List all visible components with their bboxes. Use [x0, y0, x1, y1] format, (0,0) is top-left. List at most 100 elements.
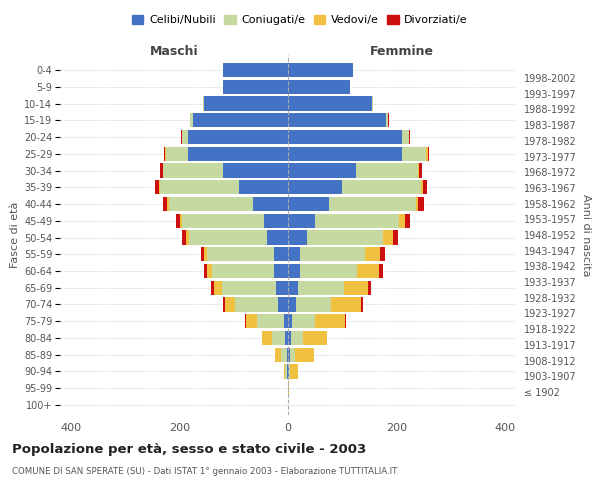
Bar	[188, 130, 288, 144]
Bar	[222, 280, 276, 295]
Bar	[235, 298, 278, 312]
Bar	[214, 280, 222, 295]
Bar	[380, 247, 385, 262]
Bar	[288, 180, 342, 194]
Bar	[223, 80, 288, 94]
Bar	[257, 314, 284, 328]
Legend: Celibi/Nubili, Coniugati/e, Vedovi/e, Divorziati/e: Celibi/Nubili, Coniugati/e, Vedovi/e, Di…	[128, 10, 472, 30]
Bar	[393, 230, 398, 244]
Bar	[365, 247, 380, 262]
Bar	[288, 264, 300, 278]
Bar	[223, 63, 288, 77]
Bar	[201, 247, 204, 262]
Bar	[225, 298, 235, 312]
Text: Maschi: Maschi	[149, 46, 199, 59]
Bar	[409, 130, 410, 144]
Bar	[163, 197, 167, 211]
Bar	[186, 230, 188, 244]
Bar	[402, 146, 427, 161]
Bar	[295, 348, 314, 362]
Bar	[315, 214, 399, 228]
Bar	[288, 146, 402, 161]
Bar	[160, 180, 239, 194]
Bar	[288, 130, 402, 144]
Bar	[285, 331, 288, 345]
Bar	[182, 130, 188, 144]
Bar	[284, 314, 288, 328]
Bar	[166, 146, 188, 161]
Bar	[307, 230, 383, 244]
Bar	[361, 298, 363, 312]
Bar	[239, 180, 288, 194]
Bar	[287, 364, 288, 378]
Bar	[416, 197, 418, 211]
Bar	[422, 180, 427, 194]
Bar	[188, 230, 268, 244]
Bar	[180, 214, 182, 228]
Bar	[379, 264, 383, 278]
Bar	[223, 164, 288, 177]
Text: Popolazione per età, sesso e stato civile - 2003: Popolazione per età, sesso e stato civil…	[12, 442, 366, 456]
Bar	[211, 280, 214, 295]
Bar	[292, 314, 315, 328]
Bar	[182, 214, 263, 228]
Bar	[274, 264, 288, 278]
Bar	[287, 348, 288, 362]
Bar	[428, 146, 429, 161]
Bar	[288, 230, 307, 244]
Bar	[357, 264, 379, 278]
Bar	[285, 364, 287, 378]
Bar	[203, 96, 204, 110]
Bar	[278, 298, 288, 312]
Bar	[206, 247, 274, 262]
Bar	[204, 264, 206, 278]
Bar	[272, 331, 285, 345]
Bar	[368, 280, 371, 295]
Bar	[164, 146, 166, 161]
Bar	[206, 264, 212, 278]
Bar	[315, 314, 345, 328]
Bar	[288, 381, 289, 396]
Bar	[288, 164, 356, 177]
Bar	[204, 96, 288, 110]
Bar	[284, 364, 285, 378]
Bar	[288, 314, 292, 328]
Bar	[160, 164, 163, 177]
Bar	[190, 113, 193, 128]
Bar	[288, 298, 296, 312]
Bar	[356, 164, 418, 177]
Bar	[204, 247, 206, 262]
Bar	[276, 280, 288, 295]
Bar	[329, 197, 416, 211]
Bar	[331, 298, 361, 312]
Bar	[290, 348, 295, 362]
Y-axis label: Anni di nascita: Anni di nascita	[581, 194, 590, 276]
Bar	[290, 364, 298, 378]
Bar	[419, 164, 422, 177]
Bar	[169, 197, 253, 211]
Bar	[344, 280, 368, 295]
Bar	[405, 214, 410, 228]
Bar	[298, 280, 344, 295]
Bar	[268, 230, 288, 244]
Bar	[182, 230, 186, 244]
Bar	[342, 180, 421, 194]
Bar	[418, 164, 419, 177]
Bar	[383, 230, 393, 244]
Bar	[167, 197, 169, 211]
Bar	[245, 314, 257, 328]
Bar	[176, 214, 180, 228]
Bar	[289, 364, 290, 378]
Bar	[288, 247, 300, 262]
Bar	[262, 331, 272, 345]
Bar	[418, 197, 424, 211]
Bar	[281, 348, 287, 362]
Bar	[223, 298, 225, 312]
Bar	[288, 63, 353, 77]
Bar	[288, 280, 298, 295]
Bar	[288, 214, 315, 228]
Bar	[399, 214, 405, 228]
Bar	[288, 113, 386, 128]
Bar	[253, 197, 288, 211]
Bar	[345, 314, 346, 328]
